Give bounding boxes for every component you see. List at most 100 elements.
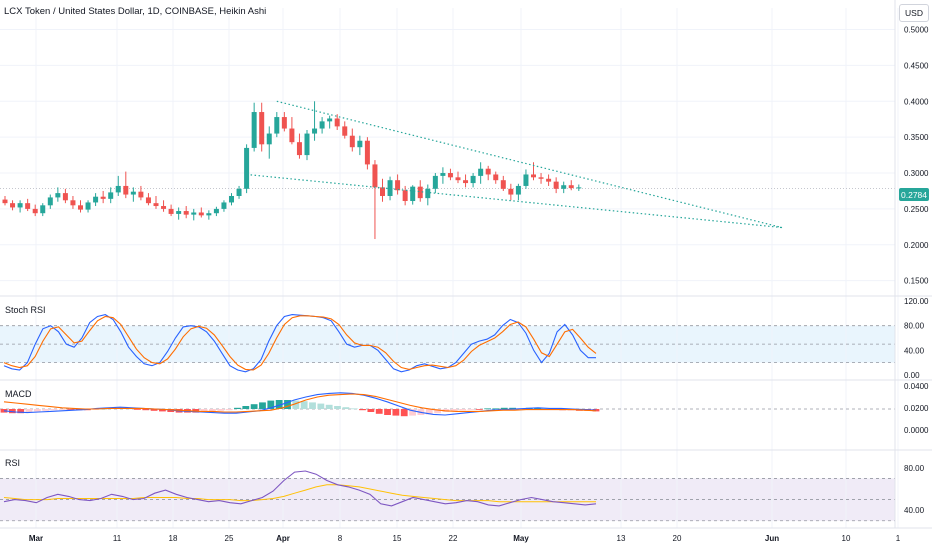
candle [161, 200, 167, 212]
macd-histogram-bar [534, 407, 542, 409]
candle-body [304, 133, 310, 156]
candle [229, 193, 234, 206]
candle-body [229, 195, 234, 203]
candle [319, 117, 325, 134]
macd-histogram-bar [500, 407, 508, 409]
candle [25, 198, 31, 212]
candle-body [62, 193, 68, 201]
y-tick-label: 120.00 [904, 297, 929, 306]
candle-body [508, 188, 514, 195]
candle-body [183, 211, 189, 215]
macd-histogram-bar [542, 408, 550, 410]
candle-body [312, 128, 318, 134]
candle-body [515, 185, 521, 195]
candle [274, 112, 280, 138]
x-tick-label: Mar [29, 534, 43, 543]
candle-body [100, 196, 106, 199]
candle [553, 177, 559, 194]
candle [244, 144, 250, 194]
candle-body [289, 128, 295, 143]
axes: 0.5000 0.4500 0.4000 0.3500 0.3000 0.2500 0.20… [0, 0, 932, 543]
candle-body [251, 112, 257, 148]
candle-body [380, 187, 385, 196]
candle-body [463, 180, 469, 184]
macd-signal-line [3, 393, 597, 413]
candle-body [266, 133, 272, 145]
candle-body [274, 117, 280, 134]
candle-body [523, 174, 529, 186]
candle-body [349, 135, 355, 148]
rsi-label[interactable]: RSI [5, 458, 21, 468]
y-tick-label: 0.5000 [904, 26, 929, 35]
y-tick-label: 0.2500 [904, 205, 929, 214]
currency-button[interactable]: USD [899, 4, 929, 22]
candle [485, 165, 491, 181]
x-tick-label: Apr [276, 534, 290, 543]
macd-histogram-bar [150, 409, 158, 411]
macd-label[interactable]: MACD [5, 389, 32, 399]
candle-body [561, 185, 567, 189]
candle [304, 129, 310, 161]
candle-body [568, 185, 574, 189]
candle [70, 195, 76, 209]
y-tick-label: 0.3000 [904, 169, 929, 178]
macd-histogram-bar [142, 409, 150, 411]
stoch-rsi-label[interactable]: Stoch RSI [5, 305, 46, 315]
candle-body [213, 208, 219, 214]
candle-body [364, 140, 370, 165]
wedge-lower-trendline [246, 173, 783, 229]
y-tick-label: 0.1500 [904, 277, 929, 286]
candle-body [78, 205, 83, 210]
candle [281, 112, 287, 132]
candle-body [485, 168, 491, 175]
candle [515, 183, 521, 201]
macd-histogram-bar [317, 403, 325, 409]
candle-body [425, 188, 431, 199]
macd-histogram-bar [284, 400, 291, 409]
candle-body [145, 197, 151, 204]
macd-histogram-bar [259, 402, 266, 409]
candle [508, 183, 514, 201]
candle-body [576, 187, 582, 189]
candle [568, 180, 574, 191]
candle [455, 171, 461, 184]
macd-histogram-bar [217, 409, 225, 411]
x-tick-label: 13 [617, 534, 626, 543]
candle [289, 117, 295, 145]
candle [410, 185, 416, 205]
candle [349, 128, 355, 152]
candle [251, 102, 257, 152]
candle [500, 175, 506, 191]
candle-body [402, 190, 408, 202]
candle [206, 210, 212, 220]
candle [447, 168, 453, 181]
candle [259, 102, 265, 152]
macd-histogram-bar [350, 408, 358, 410]
candle [2, 195, 8, 206]
macd-histogram-bar [475, 409, 483, 410]
candle-body [357, 140, 363, 148]
rsi-ma-line [3, 484, 596, 503]
macd-histogram-bar [275, 400, 283, 409]
candle-body [221, 202, 227, 209]
candle [372, 160, 378, 240]
candle [10, 200, 16, 211]
candle [380, 178, 385, 202]
macd-histogram-bar [509, 407, 517, 409]
y-tick-label: 80.00 [904, 322, 925, 331]
y-tick-label: 0.4000 [904, 97, 929, 106]
macd-histogram-bar [492, 408, 500, 410]
candle [417, 180, 423, 202]
candle [191, 208, 197, 221]
candle [176, 207, 182, 220]
x-tick-label: 8 [338, 534, 343, 543]
candle [493, 171, 499, 184]
candle [312, 101, 318, 141]
candle-body [70, 200, 76, 206]
y-tick-label: 0.0200 [904, 404, 929, 413]
candle [108, 187, 114, 204]
y-tick-label: 40.00 [904, 506, 925, 515]
candle-body [153, 203, 159, 207]
